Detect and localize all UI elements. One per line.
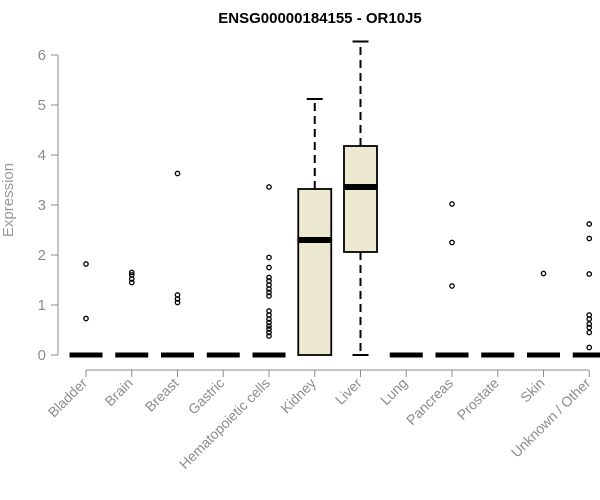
outlier-point (540, 270, 547, 277)
outlier-point (128, 269, 135, 276)
outlier-point (586, 221, 593, 227)
median-line (481, 352, 515, 358)
outlier-point (586, 312, 593, 318)
outlier-point (586, 329, 593, 336)
outlier-point (83, 315, 89, 322)
box-unknown-other (572, 221, 600, 358)
outlier-point (266, 329, 272, 336)
y-tick-label: 5 (38, 97, 46, 114)
category-label: Brain (101, 375, 135, 409)
median-line (389, 352, 423, 358)
outlier-point (128, 272, 135, 278)
category-label: Hematopoietic cells (176, 375, 273, 472)
median-line (527, 352, 560, 358)
category-label: Skin (517, 375, 548, 406)
box-liver (343, 40, 378, 356)
outlier-point (266, 333, 272, 339)
median-line (572, 352, 600, 358)
outlier-point (586, 324, 593, 331)
y-tick-label: 4 (38, 147, 46, 164)
boxes (69, 40, 600, 358)
category-label: Gastric (185, 375, 228, 418)
outlier-point (174, 292, 181, 298)
y-tick-label: 6 (38, 47, 46, 64)
outlier-point (266, 264, 272, 271)
outlier-point (586, 344, 593, 351)
y-tick-label: 2 (38, 247, 46, 264)
median-line (435, 352, 469, 358)
outlier-point (266, 323, 272, 329)
outlier-point (266, 308, 272, 314)
outlier-point (266, 184, 272, 190)
outlier-point (266, 326, 272, 332)
axes: 0 1 2 3 4 5 6 (38, 47, 590, 377)
category-label: Breast (142, 375, 182, 415)
box-body (297, 188, 333, 356)
outlier-point (174, 170, 181, 177)
outlier-point (128, 279, 135, 286)
category-label: Kidney (277, 375, 319, 417)
category-label: Liver (332, 375, 365, 408)
outlier-point (449, 283, 455, 289)
outlier-point (266, 289, 272, 296)
category-label: Prostate (454, 375, 502, 423)
box-gastric (206, 352, 240, 358)
median-line (115, 352, 149, 358)
box-body (343, 145, 378, 253)
category-label: Bladder (45, 375, 91, 421)
box-prostate (481, 352, 515, 358)
outlier-point (266, 254, 272, 261)
category-label: Pancreas (403, 375, 456, 428)
box-hematopoietic-cells (252, 184, 286, 358)
outlier-point (174, 299, 181, 306)
box-lung (389, 352, 423, 358)
box-brain (115, 269, 149, 358)
outlier-point (266, 278, 272, 284)
outlier-point (266, 293, 272, 299)
outlier-point (586, 235, 593, 242)
box-kidney (297, 98, 333, 356)
median-line (206, 352, 240, 358)
box-skin (527, 270, 560, 358)
y-tick-label: 3 (38, 197, 46, 214)
median-line (252, 352, 286, 358)
chart-title: ENSG00000184155 - OR10J5 (218, 10, 421, 27)
category-label: Unknown / Other (508, 375, 594, 461)
outlier-point (449, 239, 455, 246)
outlier-point (586, 271, 593, 277)
outlier-point (266, 319, 272, 326)
outlier-point (83, 261, 89, 267)
category-label: Lung (377, 375, 410, 408)
outlier-point (449, 201, 455, 207)
outlier-point (266, 274, 272, 281)
y-tick-label: 0 (38, 347, 46, 364)
box-pancreas (435, 201, 469, 358)
box-bladder (69, 261, 103, 358)
y-tick-label: 1 (38, 297, 46, 314)
median-line (161, 352, 194, 358)
y-axis-label: Expression (0, 163, 17, 237)
box-breast (161, 170, 194, 358)
median-line (69, 352, 103, 358)
